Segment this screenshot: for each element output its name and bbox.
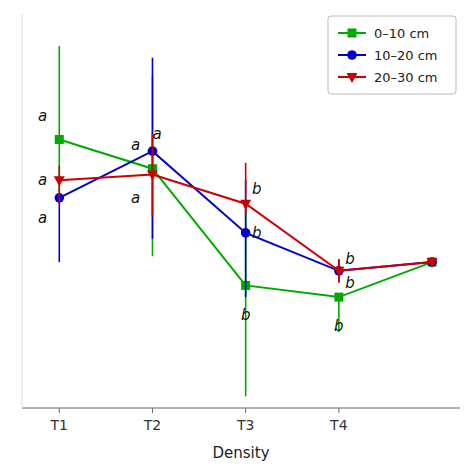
x-tick bbox=[245, 408, 246, 413]
x-tick-label: T3 bbox=[236, 417, 254, 433]
point bbox=[241, 228, 251, 238]
legend-label: 10–20 cm bbox=[374, 48, 438, 63]
series bbox=[55, 46, 437, 396]
annotation: a bbox=[38, 209, 47, 227]
x-tick-label: T2 bbox=[143, 417, 161, 433]
annotation: b bbox=[345, 274, 355, 292]
point bbox=[54, 176, 65, 186]
legend-box bbox=[328, 16, 456, 94]
annotation: b bbox=[345, 250, 355, 268]
error-bar bbox=[58, 198, 60, 262]
annotation: a bbox=[131, 189, 140, 207]
legend-marker bbox=[347, 73, 358, 83]
point bbox=[334, 293, 343, 302]
legend: 0–10 cm 10–20 cm 20–30 cm bbox=[328, 16, 456, 94]
annotations: aabbaabbaabb bbox=[38, 107, 355, 335]
x-tick-label: T4 bbox=[329, 417, 348, 433]
x-tick bbox=[59, 408, 60, 413]
series-line bbox=[59, 151, 432, 271]
annotation: a bbox=[153, 125, 162, 143]
y-range-line bbox=[22, 14, 23, 408]
chart: T1T2T3T4Densityaabbaabbaabb0–10 cm10–20 … bbox=[0, 0, 474, 474]
legend-label: 0–10 cm bbox=[374, 26, 429, 41]
x-axis-label: Density bbox=[212, 444, 269, 462]
annotation: b bbox=[252, 180, 262, 198]
series bbox=[54, 134, 438, 283]
series-line bbox=[59, 139, 432, 297]
x-axis-line bbox=[22, 408, 460, 409]
legend-label: 20–30 cm bbox=[374, 70, 438, 85]
legend-marker bbox=[347, 50, 357, 60]
axes: T1 T2 T3 T4 bbox=[22, 14, 460, 433]
point bbox=[427, 258, 438, 268]
x-tick bbox=[338, 408, 339, 413]
plot-area bbox=[54, 46, 438, 396]
x-tick-label: T1 bbox=[50, 417, 68, 433]
annotation: b bbox=[241, 306, 251, 324]
annotation: a bbox=[131, 136, 140, 154]
annotation: a bbox=[38, 171, 47, 189]
annotation: b bbox=[252, 224, 262, 242]
point bbox=[333, 267, 344, 277]
series-line bbox=[59, 175, 432, 271]
legend-marker bbox=[348, 29, 357, 38]
error-bar bbox=[152, 58, 154, 239]
point bbox=[147, 171, 158, 181]
x-tick bbox=[152, 408, 153, 413]
point bbox=[240, 200, 251, 210]
annotation: b bbox=[334, 317, 344, 335]
point bbox=[55, 135, 64, 144]
annotation: a bbox=[38, 107, 47, 125]
